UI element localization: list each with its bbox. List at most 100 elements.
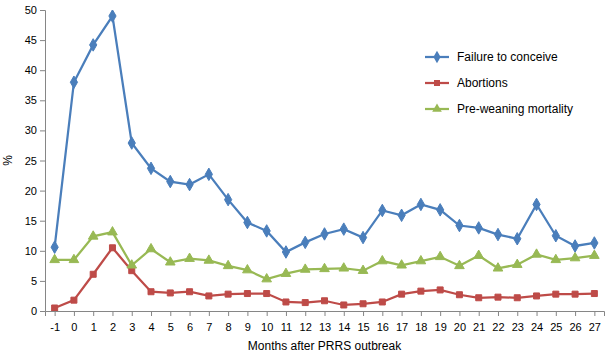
y-tick-label: 30 [25, 124, 37, 136]
y-tick: 40 [25, 64, 45, 76]
marker [475, 222, 482, 234]
marker [320, 263, 330, 271]
marker [552, 230, 559, 242]
x-tick-label: 8 [226, 321, 232, 333]
marker [570, 252, 580, 260]
marker [418, 288, 424, 294]
x-tick: 8 [226, 311, 232, 333]
marker [322, 298, 328, 304]
marker [205, 168, 212, 180]
marker [399, 291, 405, 297]
marker [455, 260, 465, 268]
y-tick: 15 [25, 215, 45, 227]
marker [109, 245, 115, 251]
marker [129, 268, 135, 274]
markers [52, 245, 598, 311]
x-tick-label: 18 [415, 321, 427, 333]
y-tick-mark [40, 191, 45, 192]
x-tick-mark [344, 311, 345, 316]
marker [50, 254, 60, 262]
marker [185, 253, 195, 261]
x-tick: 27 [589, 311, 601, 333]
x-tick-label: 17 [396, 321, 408, 333]
marker [321, 228, 328, 240]
marker [339, 263, 349, 271]
marker [493, 263, 503, 271]
x-tick: 11 [281, 311, 292, 333]
y-tick-label: 50 [25, 4, 37, 16]
marker [340, 223, 347, 235]
y-tick: 45 [25, 34, 45, 46]
marker [146, 243, 156, 251]
x-tick: 2 [110, 311, 116, 333]
x-tick: 25 [550, 311, 562, 333]
marker [109, 10, 116, 22]
series-line [55, 248, 595, 308]
markers [50, 227, 599, 282]
y-tick-mark [40, 40, 45, 41]
x-axis-title: Months after PRRS outbreak [248, 339, 402, 353]
marker [167, 290, 173, 296]
y-tick-mark [40, 100, 45, 101]
x-tick-label: 2 [110, 321, 116, 333]
legend-entry: Pre-weaning mortality [425, 102, 573, 116]
marker [360, 301, 366, 307]
marker [572, 291, 578, 297]
marker [204, 255, 214, 263]
marker [571, 240, 578, 252]
marker [244, 216, 251, 228]
y-tick-label: 25 [25, 155, 37, 167]
x-tick-label: 16 [377, 321, 389, 333]
x-tick-label: 11 [281, 321, 292, 333]
marker [108, 227, 118, 235]
marker [300, 264, 310, 272]
x-tick-label: 19 [435, 321, 447, 333]
marker [417, 198, 424, 210]
marker [51, 241, 58, 253]
x-tick-mark [556, 311, 557, 316]
x-tick-mark [209, 311, 210, 316]
x-tick: 23 [512, 311, 524, 333]
x-tick-label: 25 [550, 321, 562, 333]
marker [590, 250, 600, 258]
x-tick-mark [459, 311, 460, 316]
x-tick: 3 [129, 311, 135, 333]
x-tick-mark [575, 311, 576, 316]
x-tick-mark [498, 311, 499, 316]
chart: 05101520253035404550-1012345678910111213… [0, 0, 610, 360]
legend-label: Abortions [457, 76, 508, 90]
series-group [50, 10, 599, 311]
x-tick-label: 22 [492, 321, 504, 333]
marker [341, 302, 347, 308]
y-tick-label: 20 [25, 185, 37, 197]
x-tick-label: 23 [512, 321, 524, 333]
marker [243, 265, 253, 273]
marker [514, 233, 521, 245]
x-tick: 17 [396, 311, 408, 333]
marker [262, 274, 272, 282]
x-tick-mark [402, 311, 403, 316]
x-tick: 0 [71, 311, 77, 333]
x-tick: 1 [91, 311, 97, 333]
x-tick: 14 [338, 311, 350, 333]
x-tick-mark [382, 311, 383, 316]
y-axis-line [40, 11, 46, 312]
markers [51, 10, 598, 258]
marker [474, 250, 484, 258]
y-tick-mark [40, 281, 45, 282]
y-tick-mark [40, 221, 45, 222]
marker [282, 246, 289, 258]
marker [512, 259, 522, 267]
x-tick: 13 [319, 311, 331, 333]
y-axis-title: % [1, 155, 15, 166]
x-tick-label: 26 [569, 321, 581, 333]
y-tick: 50 [25, 4, 45, 16]
marker [283, 299, 289, 305]
y-tick-mark [40, 251, 45, 252]
marker [302, 300, 308, 306]
x-tick-label: 6 [187, 321, 193, 333]
x-tick-mark [190, 311, 191, 316]
marker [553, 291, 559, 297]
marker [225, 193, 232, 205]
legend-entry: Failure to conceive [425, 50, 558, 64]
